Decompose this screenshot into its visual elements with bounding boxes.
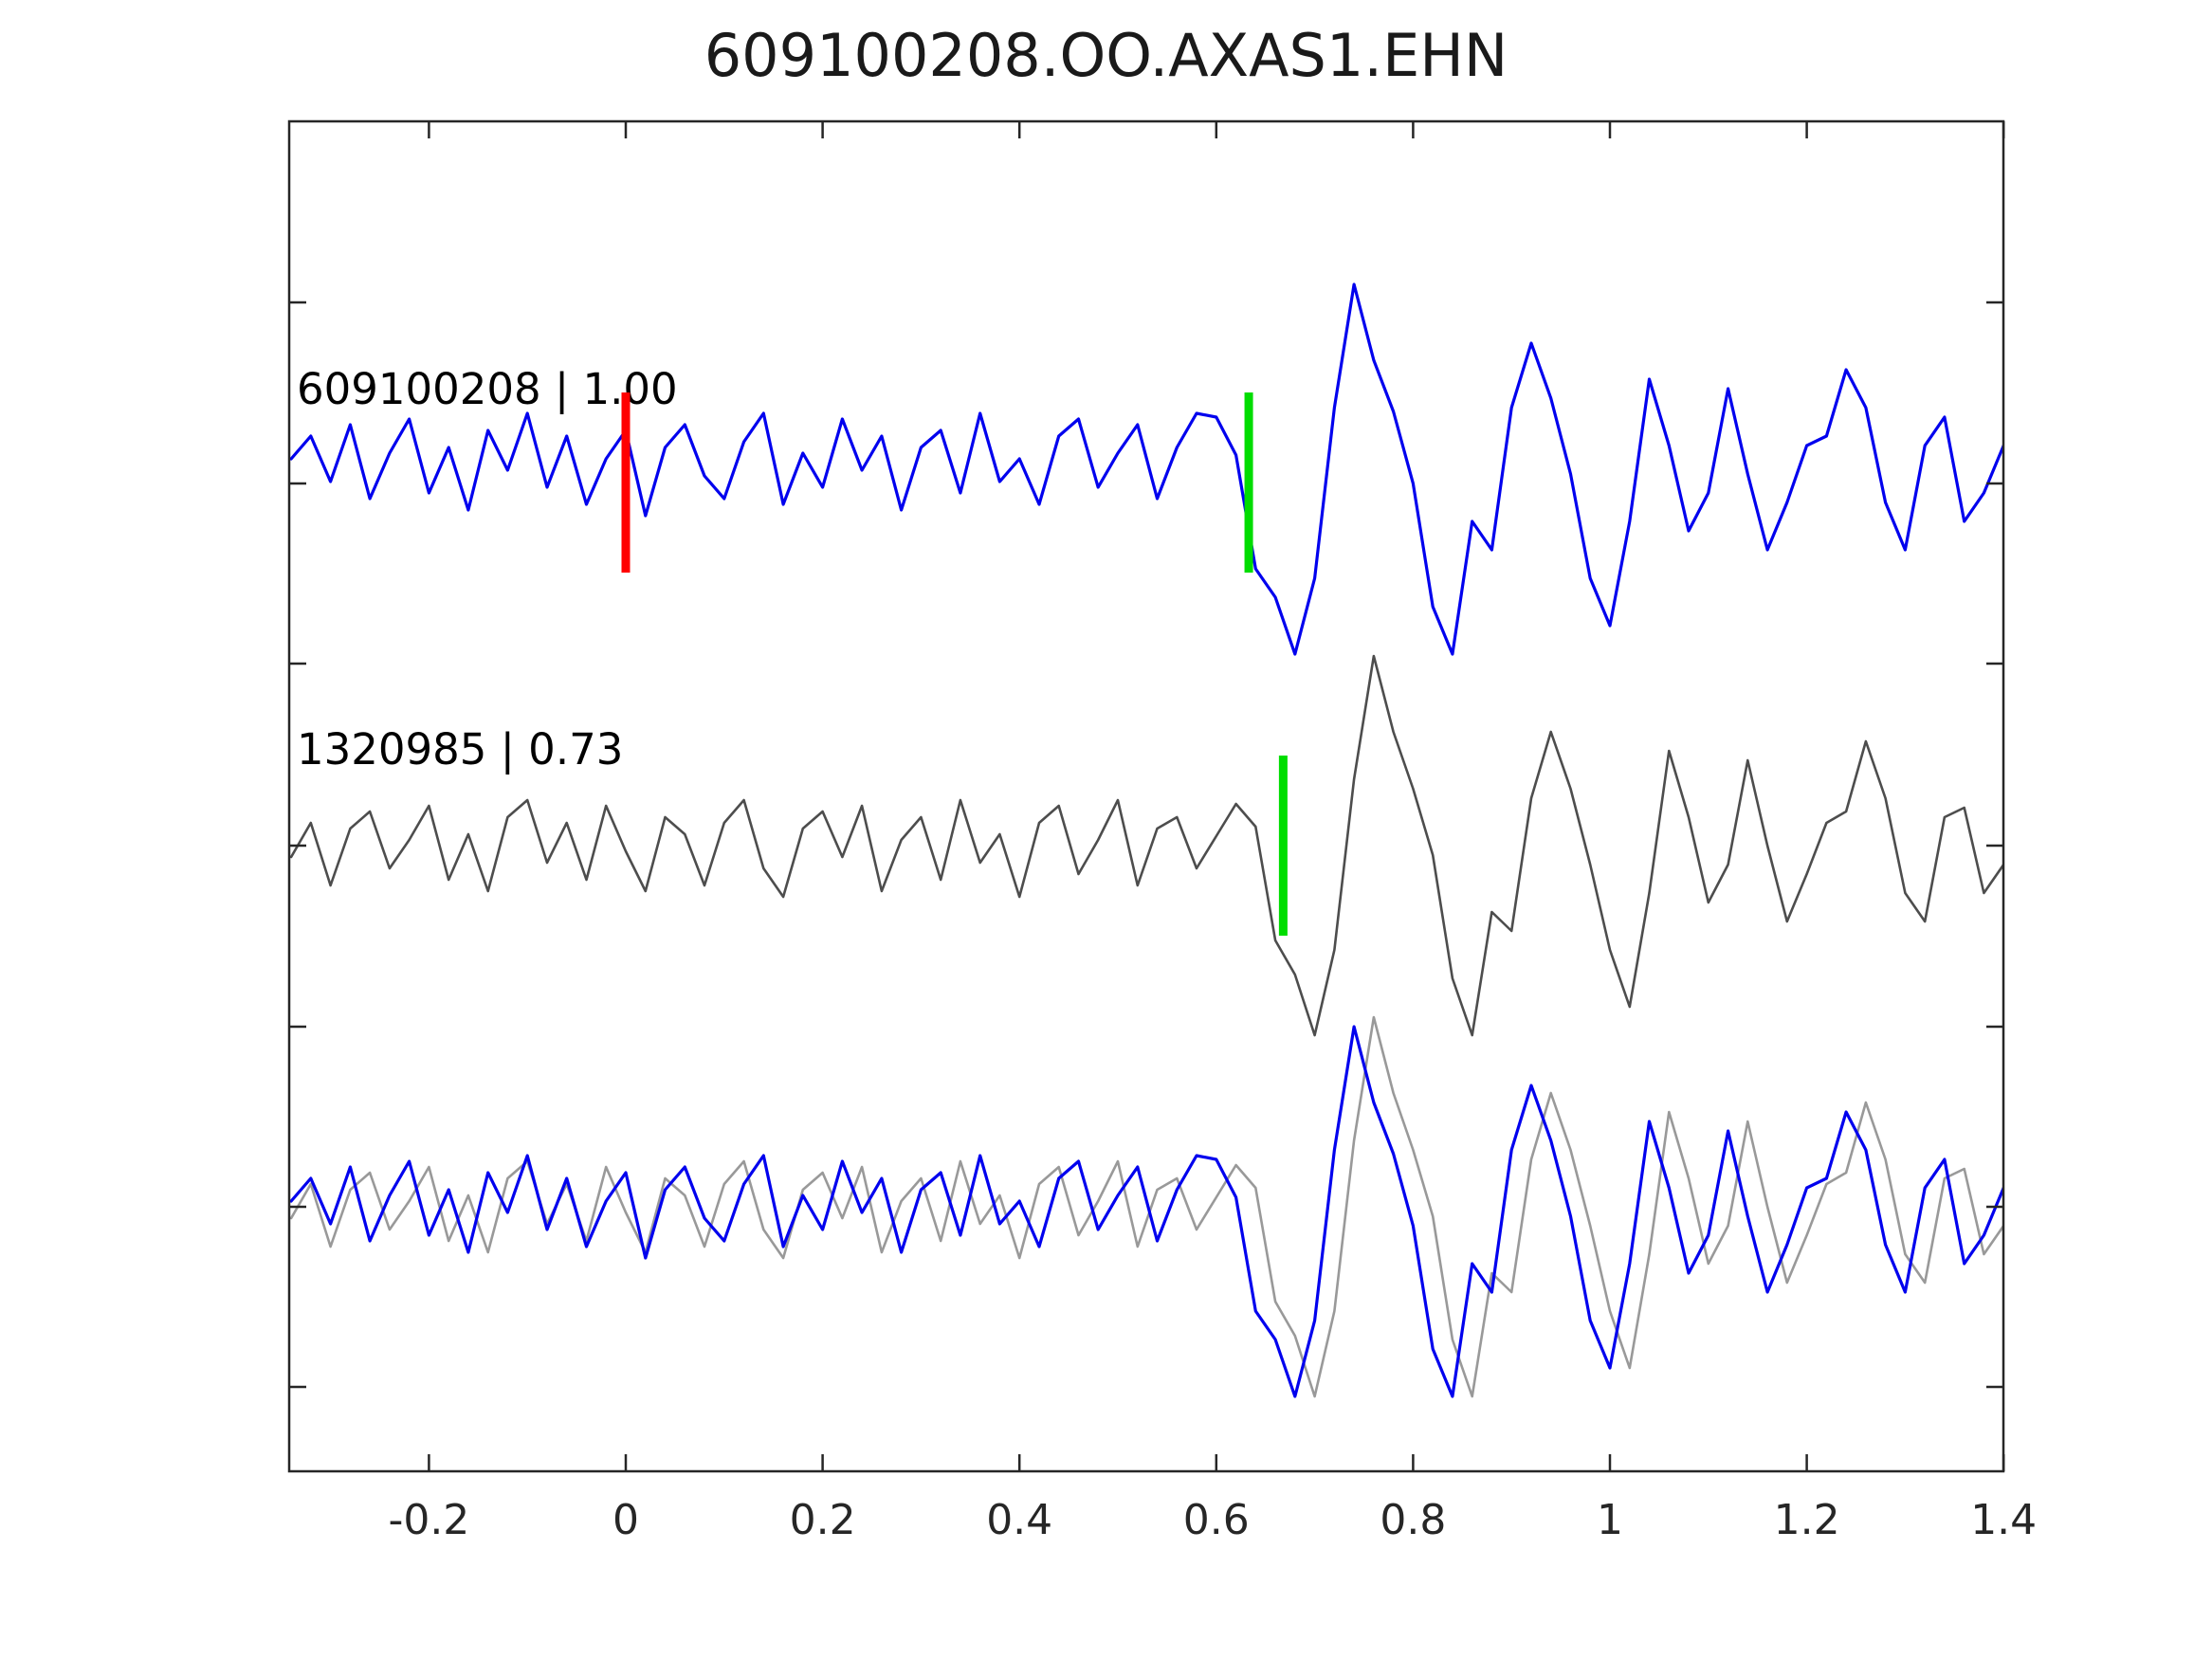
x-tick-label-1: 1 (1597, 1496, 1623, 1544)
x-tick-label-1.2: 1.2 (1773, 1496, 1840, 1544)
x-tick-label-0: 0 (612, 1496, 639, 1544)
candidate-trace-label: 1320985 | 0.73 (297, 724, 624, 775)
x-tick-label--0.2: -0.2 (388, 1496, 470, 1544)
figure-title: 609100208.OO.AXAS1.EHN (704, 21, 1508, 90)
template-trace-line-panel2 (289, 1025, 2003, 1398)
x-tick-label-0.6: 0.6 (1182, 1496, 1250, 1544)
template-trace-line-panel0 (289, 283, 2003, 656)
template-trace-label: 609100208 | 1.00 (297, 364, 678, 414)
x-tick-label-0.8: 0.8 (1380, 1496, 1447, 1544)
x-tick-label-1.4: 1.4 (1970, 1496, 2038, 1544)
plot-border (287, 119, 2005, 1473)
candidate-trace-line-panel1 (289, 654, 2003, 1037)
x-tick-label-0.2: 0.2 (789, 1496, 856, 1544)
x-tick-label-0.4: 0.4 (986, 1496, 1053, 1544)
